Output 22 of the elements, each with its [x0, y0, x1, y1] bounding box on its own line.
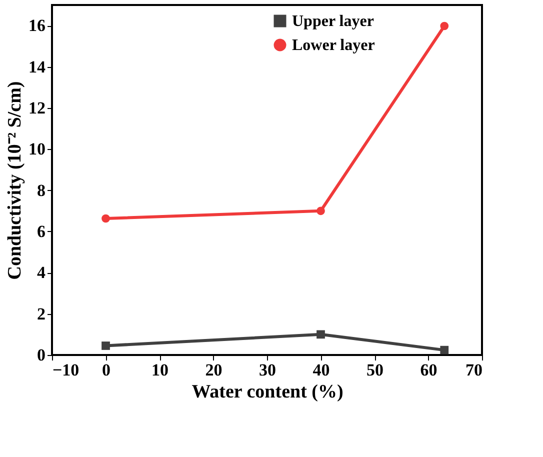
x-tick-label: 30 — [259, 360, 276, 380]
x-tick-label: 50 — [366, 360, 384, 380]
y-tick-label: 12 — [28, 98, 46, 118]
x-tick-label: 40 — [312, 360, 330, 380]
x-axis-title: Water content (%) — [192, 382, 344, 402]
x-tick-label: 60 — [420, 360, 438, 380]
x-tick-label: 0 — [102, 360, 110, 380]
y-tick-label: 6 — [37, 222, 46, 241]
y-tick-label: 14 — [28, 57, 46, 76]
legend-label: Lower layer — [292, 37, 375, 54]
y-tick-label: 4 — [37, 263, 46, 282]
x-tick-label: 70 — [466, 360, 482, 380]
y-tick-label: 0 — [37, 346, 46, 364]
x-tick-label: 10 — [152, 360, 168, 380]
x-tick-label: 20 — [205, 360, 222, 380]
y-tick-label: 10 — [28, 140, 46, 159]
x-tick-label: −10 — [52, 360, 80, 380]
y-tick-label: 2 — [37, 304, 46, 324]
y-tick-label: 8 — [37, 180, 46, 200]
y-axis-title: Conductivity (10⁻² S/cm) — [4, 81, 26, 280]
y-tick-label: 16 — [28, 16, 46, 36]
legend-label: Upper layer — [292, 13, 374, 30]
